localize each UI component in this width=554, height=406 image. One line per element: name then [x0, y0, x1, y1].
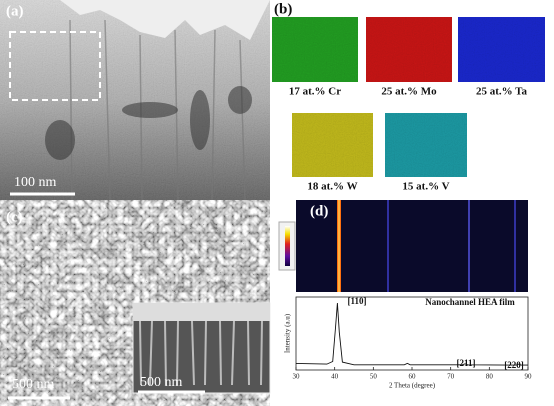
dark-contrast — [45, 86, 252, 160]
peak-label: [220] — [504, 360, 524, 370]
eds-map-noise — [385, 113, 467, 177]
xrd-curve — [295, 302, 528, 366]
xrd-plot: 30 40 50 60 70 80 90 Nanochannel HEA film 2 Thet… — [284, 296, 532, 390]
panel-d: (d) 30 40 50 60 70 80 90 Nanochannel HEA film 2 … — [278, 200, 532, 390]
eds-map-caption: 25 at.% Mo — [381, 86, 437, 98]
eds-map-noise — [458, 17, 545, 82]
peak-label: [211] — [457, 358, 476, 368]
eds-map-noise — [272, 17, 358, 82]
heatmap — [296, 200, 528, 292]
x-tick-label: 30 — [293, 373, 301, 381]
peak-label: [110] — [348, 296, 367, 306]
dashed-box — [9, 31, 101, 101]
x-tick-label: 90 — [525, 373, 533, 381]
panel-b: (b) 17 at.% Cr 25 at.% Mo 25 at.% Ta 18 at.… — [272, 1, 545, 193]
panel-label: (b) — [274, 1, 292, 17]
panel-c: (c) 500 nm 500 nm — [0, 200, 271, 406]
x-tick-label: 50 — [370, 373, 378, 381]
surface — [0, 0, 270, 40]
panel-label: (c) — [6, 209, 23, 225]
inset-columns — [139, 320, 263, 386]
eds-maps: 17 at.% Cr 25 at.% Mo 25 at.% Ta 18 at.% W 1… — [272, 17, 545, 193]
eds-map-noise — [292, 113, 373, 177]
eds-map-caption: 25 at.% Ta — [476, 86, 528, 98]
x-tick-label: 40 — [331, 373, 339, 381]
x-tick-label: 60 — [409, 373, 417, 381]
scale-bar-label: 500 nm — [12, 377, 55, 392]
eds-map-caption: 17 at.% Cr — [289, 86, 341, 98]
panel-label: (a) — [6, 3, 24, 19]
panel-a: (a) 100 nm — [0, 0, 270, 201]
scale-bar-label: 100 nm — [14, 175, 57, 190]
eds-map-caption: 15 at.% V — [402, 181, 449, 193]
colorbar — [285, 226, 290, 266]
x-tick-label: 80 — [486, 373, 494, 381]
eds-map-noise — [366, 17, 452, 82]
eds-map-caption: 18 at.% W — [307, 181, 357, 193]
x-axis-label: 2 Theta (degree) — [389, 382, 436, 390]
columns — [69, 19, 246, 201]
panel-label: (d) — [310, 203, 328, 219]
y-axis-label: Intensity (a.u) — [284, 313, 292, 353]
inset-top — [133, 303, 270, 321]
x-tick-label: 70 — [447, 373, 455, 381]
plot-frame — [295, 296, 529, 371]
plot-title: Nanochannel HEA film — [425, 297, 515, 307]
inset-scale-bar-label: 500 nm — [140, 375, 183, 390]
